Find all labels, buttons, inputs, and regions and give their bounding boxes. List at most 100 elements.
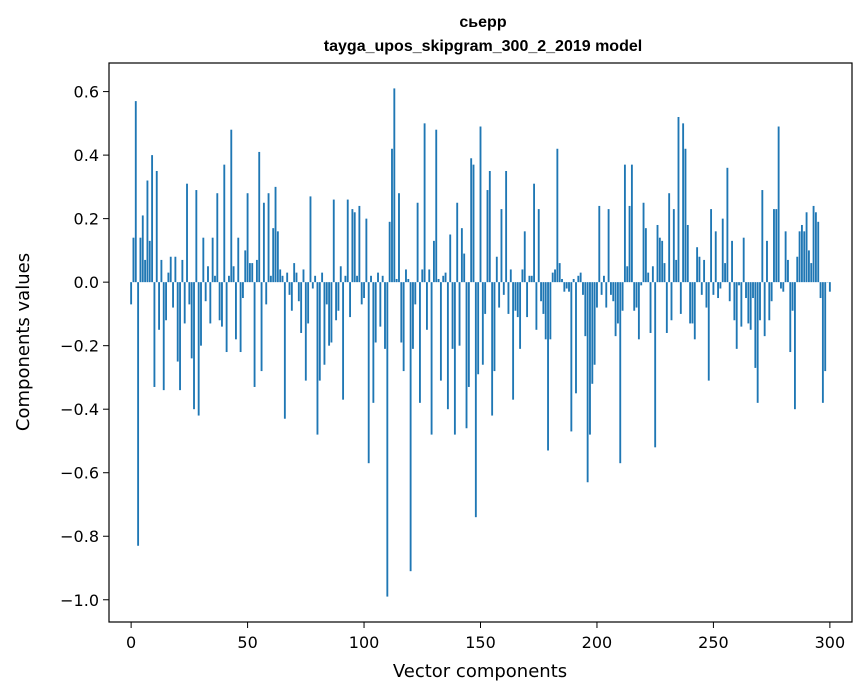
bar (796, 256, 799, 283)
bar (535, 282, 538, 330)
bar (800, 224, 803, 283)
bar (768, 282, 771, 321)
bar (358, 205, 361, 283)
bar (656, 224, 659, 283)
y-tick-label: 0.4 (74, 146, 99, 165)
bar (626, 266, 629, 283)
bar (644, 228, 647, 283)
bar (721, 218, 724, 283)
bar (675, 259, 678, 283)
y-tick-label: −0.8 (60, 527, 99, 546)
bar (412, 282, 414, 349)
bar (244, 250, 247, 283)
y-tick-label: 0.2 (74, 210, 99, 229)
bar (565, 282, 568, 289)
bar (279, 269, 282, 283)
bar (749, 282, 752, 330)
bar (134, 101, 137, 283)
bar (349, 282, 351, 318)
bar (463, 253, 466, 283)
bar (698, 256, 701, 283)
x-axis-label: Vector components (393, 661, 567, 682)
bar (696, 247, 699, 283)
bar (610, 282, 612, 295)
bar (502, 282, 505, 295)
bar (558, 263, 561, 283)
bar (703, 259, 706, 283)
bar (544, 282, 547, 340)
bar (188, 282, 191, 305)
bar (353, 212, 356, 283)
bar (486, 190, 489, 283)
bar (670, 282, 673, 321)
bar (814, 212, 817, 283)
bar (176, 282, 179, 362)
bar (153, 282, 156, 387)
bar (218, 282, 221, 321)
bar (493, 282, 496, 372)
bar (710, 209, 713, 283)
y-tick-label: −0.4 (60, 400, 99, 419)
bar (649, 282, 652, 333)
chart-subtitle: tayga_upos_skipgram_300_2_2019 model (324, 38, 642, 55)
bar (775, 209, 778, 283)
bar (668, 193, 671, 283)
bar (647, 272, 650, 283)
bar (141, 215, 144, 283)
bar (630, 164, 633, 283)
bar (186, 183, 188, 283)
bar (246, 193, 249, 283)
bar (554, 269, 556, 283)
bar (654, 282, 657, 448)
bar (419, 282, 421, 403)
bar (584, 282, 587, 337)
bar (276, 231, 279, 283)
bar (214, 275, 216, 283)
bar (137, 282, 140, 546)
bar (714, 231, 717, 283)
bar (169, 256, 172, 283)
bar (146, 180, 149, 283)
bar (481, 282, 484, 365)
bar (614, 282, 617, 337)
bar (621, 282, 624, 311)
bar (398, 193, 400, 283)
bar (516, 282, 519, 318)
bar (251, 263, 254, 283)
bar (283, 282, 286, 419)
y-tick-label: 0.0 (74, 273, 99, 292)
bar (572, 278, 575, 283)
bar (148, 240, 151, 283)
bar (519, 282, 522, 349)
y-tick-label: −0.2 (60, 337, 99, 356)
bar (505, 170, 508, 283)
bar (286, 272, 289, 283)
bar (437, 278, 440, 283)
bar (817, 221, 820, 283)
bar (798, 231, 801, 283)
bar (402, 282, 405, 372)
bar (458, 282, 461, 346)
bar (782, 282, 785, 292)
bar (498, 282, 501, 308)
bar (325, 282, 328, 305)
bar (323, 282, 326, 365)
bar (265, 282, 268, 305)
y-tick-label: −1.0 (60, 591, 99, 610)
bar (623, 164, 626, 283)
bar (179, 282, 181, 391)
bar (183, 282, 186, 324)
bar (672, 209, 675, 283)
bar (339, 266, 342, 283)
bar (377, 272, 379, 283)
bar (600, 282, 603, 295)
bar (235, 282, 237, 340)
bar (598, 205, 601, 283)
bar (787, 259, 789, 283)
bar (693, 282, 696, 340)
bar (193, 282, 195, 410)
bars-group (130, 88, 831, 597)
bar (374, 282, 377, 343)
bar (332, 199, 335, 283)
bar (132, 237, 135, 283)
